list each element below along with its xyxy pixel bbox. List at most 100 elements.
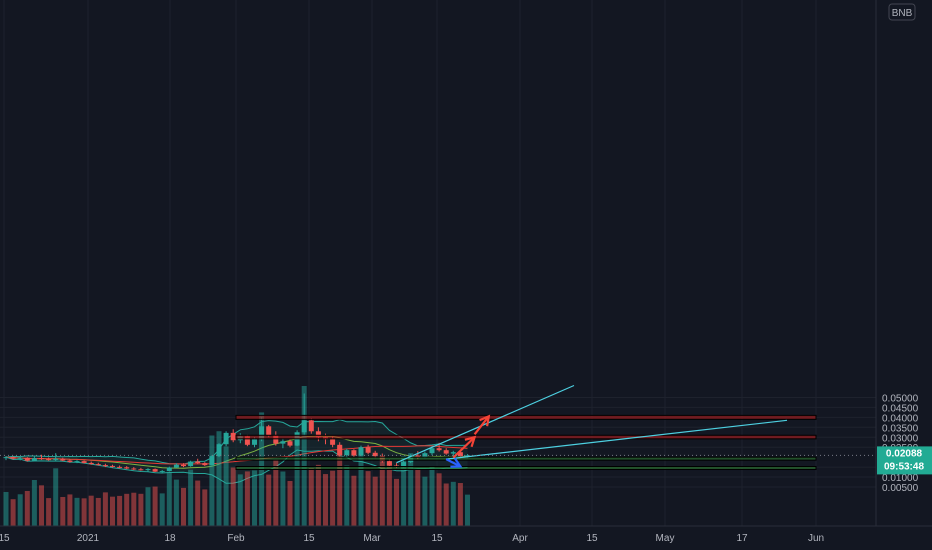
candle-body <box>74 461 80 463</box>
candle-body <box>173 464 179 468</box>
x-tick-label: May <box>656 533 675 544</box>
candle-body <box>358 447 364 456</box>
candle-body <box>31 458 37 461</box>
volume-bar <box>401 455 407 526</box>
arrow-shaft <box>452 436 476 459</box>
arrow-shaft <box>445 458 461 468</box>
y-tick-label: 0.03000 <box>882 433 919 444</box>
volume-bar <box>110 496 115 526</box>
candle-body <box>266 426 272 436</box>
candle-body <box>67 460 73 462</box>
candle-body <box>188 461 194 467</box>
volume-bar <box>188 469 194 526</box>
candle-body <box>88 462 94 465</box>
y-tick-label: 0.01000 <box>882 473 919 484</box>
volume-bar <box>408 453 414 526</box>
candle-body <box>216 444 222 457</box>
candle-body <box>159 471 165 473</box>
volume-bar <box>74 497 80 526</box>
volume-bar <box>46 498 52 526</box>
candle-body <box>3 457 9 459</box>
zones <box>235 414 817 471</box>
candle-body <box>81 461 87 463</box>
volume-bar <box>216 431 222 526</box>
trendline <box>396 384 575 464</box>
candle-body <box>152 469 158 472</box>
candle-body <box>386 461 392 466</box>
volume-bar <box>237 474 243 526</box>
volume-bar <box>280 471 286 526</box>
volume-bar <box>31 480 37 526</box>
volume-bar <box>202 489 208 526</box>
volume-bar <box>436 473 442 526</box>
volume-bar <box>337 445 343 526</box>
volume-bar <box>244 471 250 526</box>
candle-body <box>259 426 265 440</box>
band-upper <box>5 419 468 465</box>
volume-bar <box>10 499 16 526</box>
y-tick-label: 0.00500 <box>882 483 919 494</box>
volume-bar <box>351 475 357 526</box>
candle-body <box>230 432 236 441</box>
volume-bar <box>394 478 399 526</box>
candle-body <box>372 452 378 457</box>
volume-bar <box>266 474 272 526</box>
candle-body <box>401 462 407 468</box>
candle-body <box>60 458 66 461</box>
last-price-tag: 0.02088 09:53:48 <box>877 446 932 475</box>
volume-bar <box>88 495 94 526</box>
volume-bar <box>379 461 385 526</box>
moving-average <box>5 445 468 465</box>
arrow-head <box>479 414 491 427</box>
candle-body <box>280 441 286 444</box>
candle-body <box>166 467 172 472</box>
volume-bar <box>315 464 321 526</box>
candle-body <box>443 450 449 454</box>
currency-badge[interactable]: BNB <box>888 3 916 21</box>
volume-bar <box>102 492 108 526</box>
volume-bar <box>17 494 23 526</box>
arrow-head <box>464 435 477 448</box>
volume-bar <box>124 493 130 526</box>
volume-bar <box>330 470 336 526</box>
candle-body <box>365 447 371 453</box>
volume-bar <box>81 498 87 526</box>
volume-bar <box>95 497 101 526</box>
candle-body <box>39 458 44 460</box>
last-price-value: 0.02088 <box>886 448 923 459</box>
x-axis: 15 2021 18 Feb 15 Mar 15 Apr 15 May 17 Jun <box>0 533 824 544</box>
arrows <box>445 414 491 468</box>
candle-body <box>124 467 130 469</box>
volume-bar <box>223 446 229 526</box>
candle-body <box>252 439 257 445</box>
volume-bar <box>3 492 9 526</box>
x-tick-label: 2021 <box>77 533 100 544</box>
x-tick-label: 15 <box>0 533 10 544</box>
volume-bar <box>166 472 172 526</box>
volume-bar <box>209 435 215 526</box>
candle-body <box>436 448 442 451</box>
candle-body <box>46 459 52 461</box>
support-zone <box>235 466 817 471</box>
candle-body <box>10 457 16 459</box>
y-tick-label: 0.04500 <box>882 403 919 414</box>
volume-bar <box>301 386 307 526</box>
x-tick-label: 15 <box>431 533 443 544</box>
candle-body <box>330 439 336 445</box>
candle-body <box>110 465 115 467</box>
trendline <box>446 419 788 460</box>
candle-body <box>337 444 343 456</box>
candle-body <box>244 436 250 445</box>
volume-bar <box>323 474 328 526</box>
candle-body <box>450 452 456 454</box>
volume-bar <box>138 493 144 526</box>
volume-bar <box>24 490 30 526</box>
volume-bar <box>67 494 73 526</box>
support-zone <box>235 456 817 461</box>
candle-body <box>53 458 59 460</box>
volume-bar <box>415 470 421 526</box>
candle-body <box>95 464 101 466</box>
volume-bar <box>152 486 158 526</box>
